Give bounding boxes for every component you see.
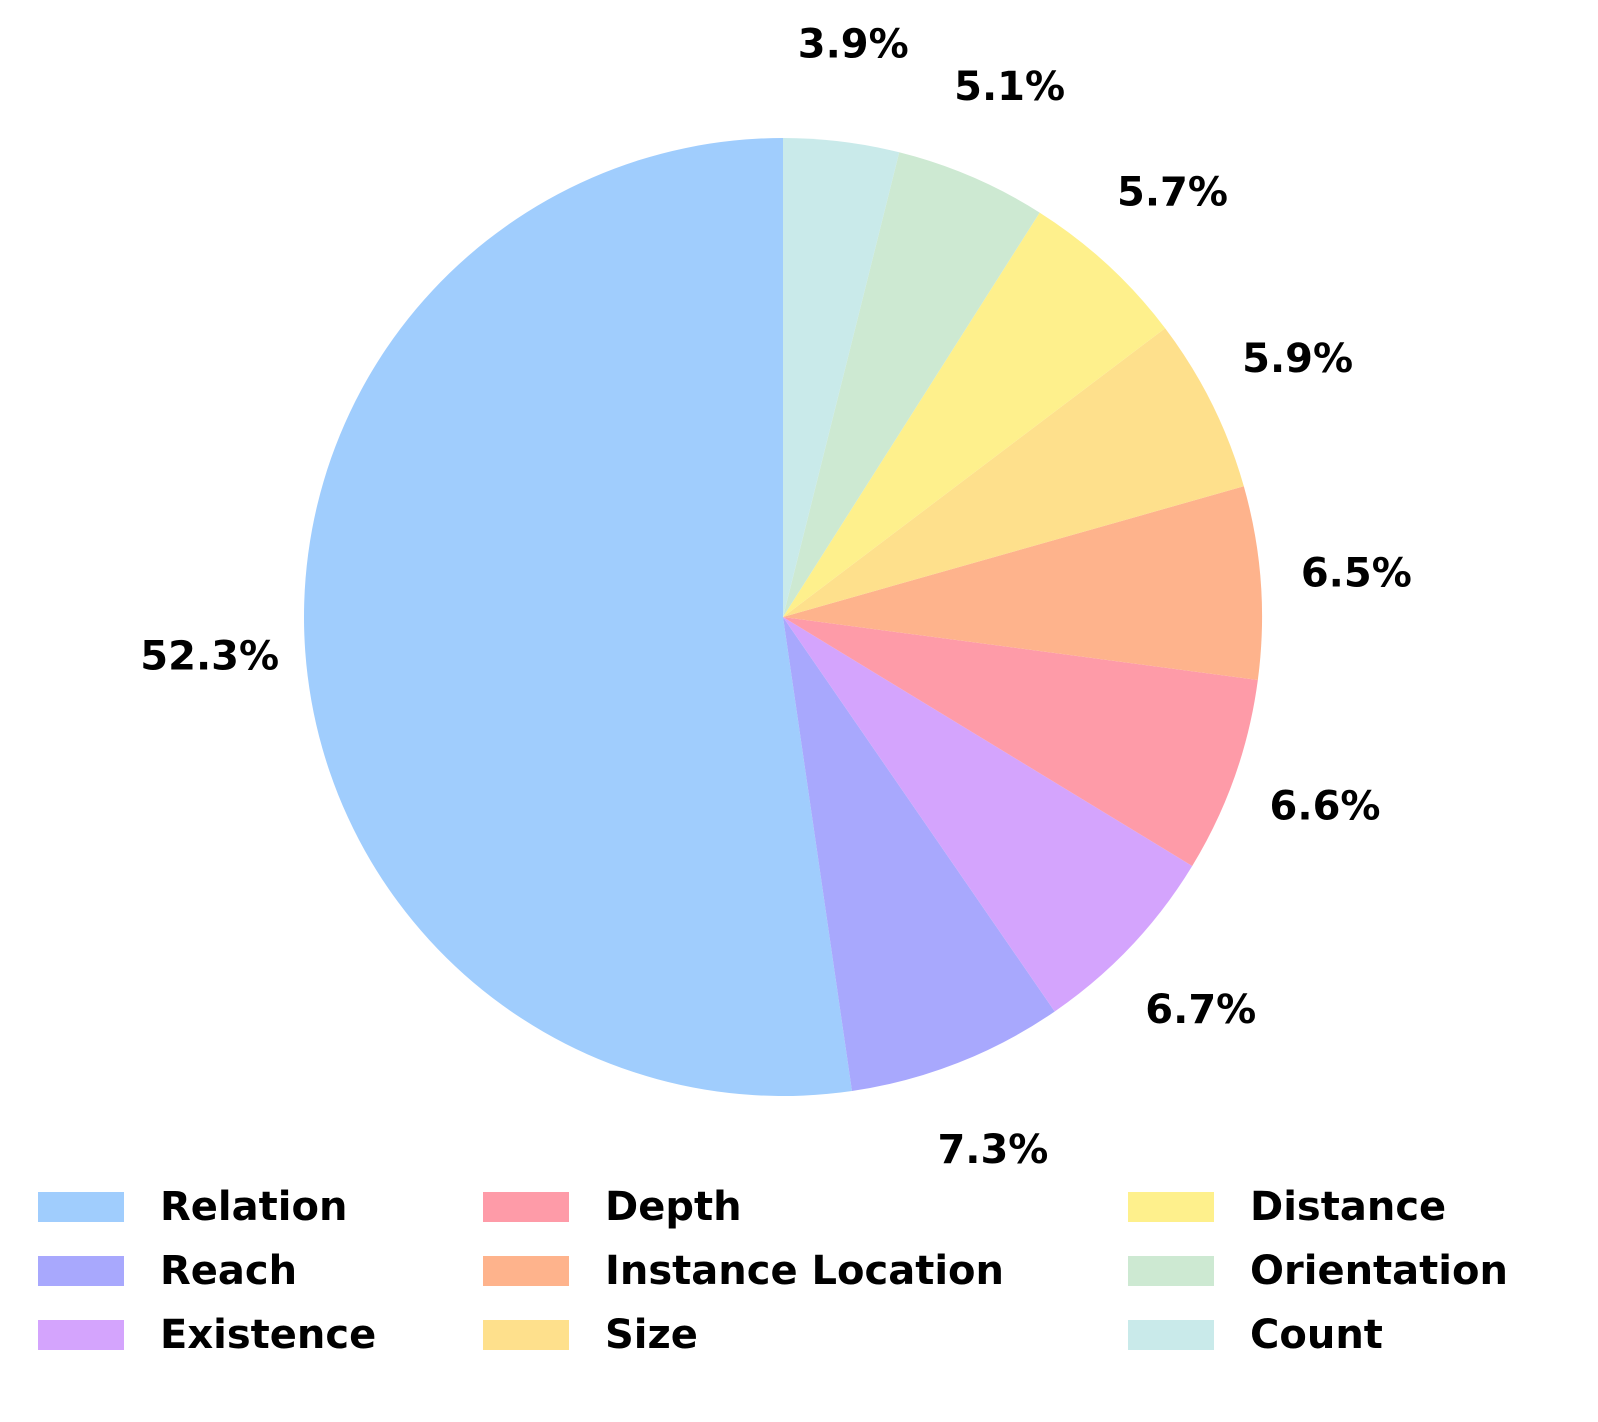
legend-swatch (483, 1192, 569, 1222)
legend-swatch (1128, 1192, 1214, 1222)
legend-swatch (38, 1256, 124, 1286)
value-label: 5.1% (954, 64, 1065, 110)
value-label: 3.9% (798, 22, 909, 68)
legend-label: Existence (160, 1312, 376, 1358)
legend-label: Orientation (1250, 1248, 1508, 1294)
legend-swatch (38, 1192, 124, 1222)
pie-slice (783, 138, 900, 617)
value-label: 6.6% (1270, 783, 1381, 829)
pie-slice (783, 212, 1166, 617)
legend-swatch (1128, 1320, 1214, 1350)
legend-label: Depth (605, 1184, 742, 1230)
value-label: 5.9% (1242, 336, 1353, 382)
value-label: 52.3% (140, 633, 279, 679)
pie-slice (783, 328, 1244, 617)
value-label: 6.5% (1301, 551, 1412, 597)
pie-slice (783, 486, 1262, 681)
legend-swatch (38, 1320, 124, 1350)
value-label: 7.3% (937, 1127, 1048, 1173)
legend-swatch (1128, 1256, 1214, 1286)
legend-label: Size (605, 1312, 698, 1358)
legend-label: Instance Location (605, 1248, 1004, 1294)
pie-slice (783, 152, 1040, 617)
pie-slice (783, 617, 1055, 1092)
value-label: 6.7% (1145, 987, 1256, 1033)
pie-slice (783, 617, 1193, 1012)
legend-swatch (483, 1256, 569, 1286)
legend-label: Count (1250, 1312, 1383, 1358)
legend-label: Relation (160, 1184, 347, 1230)
value-label: 5.7% (1117, 169, 1228, 215)
legend-swatch (483, 1320, 569, 1350)
pie-slice (303, 138, 852, 1096)
pie-slice (783, 617, 1258, 866)
legend-label: Distance (1250, 1184, 1446, 1230)
legend-label: Reach (160, 1248, 297, 1294)
